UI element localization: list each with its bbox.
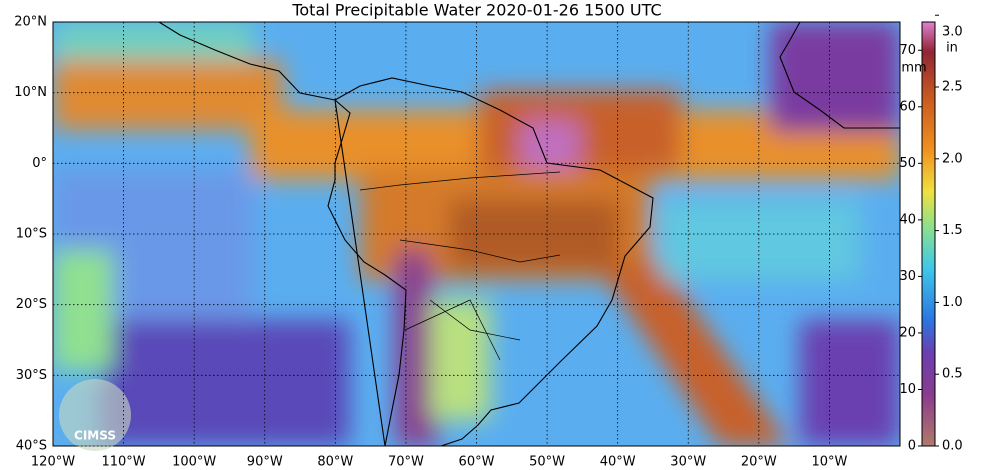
mm-tick-label: 0 (908, 439, 916, 454)
mm-tick-label: 20 (899, 325, 916, 340)
lon-tick-label: 50°W (529, 455, 565, 470)
mm-tick-label: 60 (899, 99, 916, 114)
in-tick-label: 1.0 (942, 295, 963, 310)
lon-tick-label: 80°W (317, 455, 353, 470)
coastlines (158, 21, 900, 447)
lon-tick-label: 110°W (101, 455, 145, 470)
colorbar (921, 21, 936, 447)
borders (359, 171, 561, 361)
logo: CIMSS (59, 379, 131, 451)
lon-tick-label: 70°W (388, 455, 424, 470)
lat-tick-label: 20°S (16, 297, 47, 312)
logo-text: CIMSS (74, 429, 116, 443)
mm-tick-label: 40 (899, 212, 916, 227)
lon-tick-label: 90°W (247, 455, 283, 470)
title: Total Precipitable Water 2020-01-26 1500… (291, 1, 661, 20)
in-tick-label: 0.0 (942, 439, 963, 454)
in-tick-label: 2.5 (942, 80, 963, 95)
south-america (327, 77, 654, 447)
in-tick-label: 2.0 (942, 151, 963, 166)
lon-tick-label: 100°W (172, 455, 216, 470)
in-tick-label: 3.0 (942, 25, 963, 40)
lon-tick-label: 10°W (811, 455, 847, 470)
africa (779, 21, 900, 129)
lon-tick-label: 60°W (459, 455, 495, 470)
mm-unit-label: mm (901, 61, 926, 76)
lon-tick-label: 120°W (31, 455, 75, 470)
lat-tick-label: 40°S (16, 439, 47, 454)
mm-tick-label: 30 (899, 269, 916, 284)
lon-tick-label: 40°W (600, 455, 636, 470)
lon-tick-label: 30°W (670, 455, 706, 470)
in-tick-label: 1.5 (942, 223, 963, 238)
mm-tick-label: 50 (899, 156, 916, 171)
lat-tick-label: 30°S (16, 368, 47, 383)
logo-globe (59, 379, 131, 451)
lat-tick-label: 0° (32, 156, 47, 171)
mm-tick-label: 70 (899, 43, 916, 58)
in-unit-label: in (946, 41, 958, 56)
lat-tick-label: 20°N (14, 15, 47, 30)
lat-tick-label: 10°S (16, 227, 47, 242)
in-tick-label: 0.5 (942, 367, 963, 382)
mm-tick-label: 10 (899, 382, 916, 397)
tpw-image (53, 22, 900, 446)
lat-tick-label: 10°N (14, 85, 47, 100)
lon-tick-label: 20°W (741, 455, 777, 470)
central-america (158, 21, 336, 101)
